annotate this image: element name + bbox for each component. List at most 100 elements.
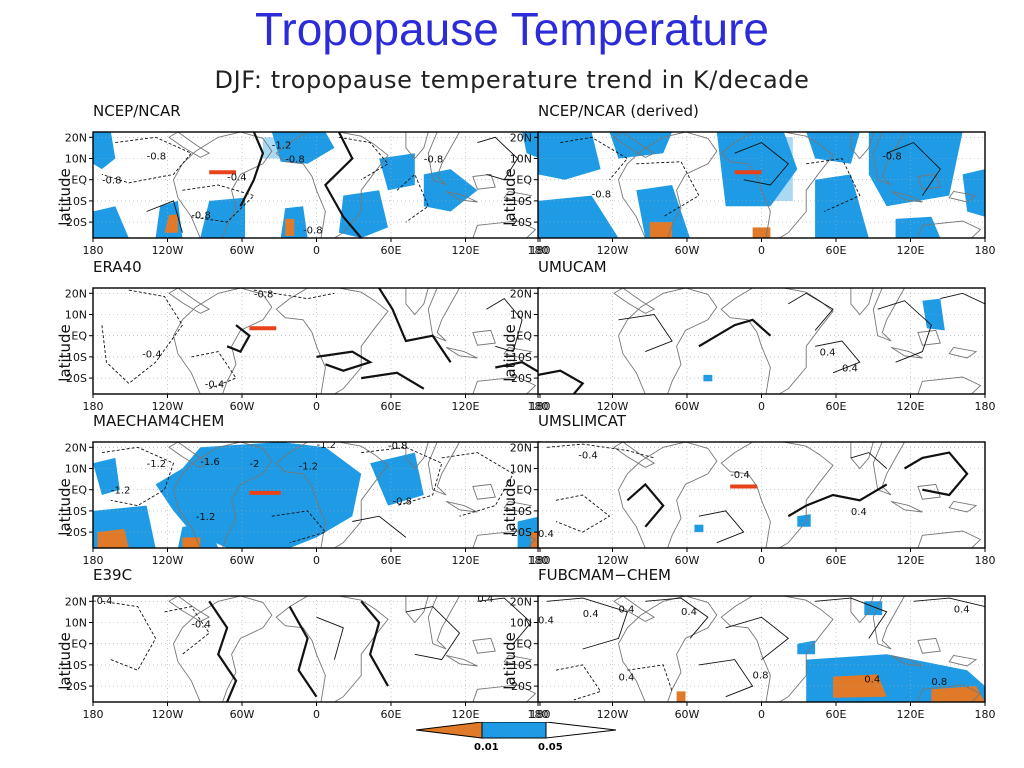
coastline: [872, 596, 906, 650]
contour-label: -0.4: [227, 173, 247, 184]
y-tick-label: 10S: [511, 505, 532, 518]
coastline: [618, 288, 718, 394]
significance-region: [806, 132, 860, 164]
contour-line: [361, 446, 443, 507]
y-tick-label: 20N: [510, 131, 532, 144]
slide-title: Tropopause Temperature: [255, 3, 769, 55]
x-tick-label: 180: [975, 708, 996, 721]
x-tick-label: 120W: [597, 244, 629, 257]
panel-title: UMSLIMCAT: [538, 412, 626, 430]
coastline: [472, 684, 537, 702]
contour-line: [913, 597, 985, 608]
contour-line: [288, 606, 318, 698]
contour-line: [239, 132, 265, 207]
coastline: [720, 596, 834, 702]
x-tick-label: 0: [758, 708, 765, 721]
x-tick-label: 180: [975, 400, 996, 413]
y-tick-label: EQ: [516, 638, 532, 651]
map-plot: -0.8 -0.8 -1.2 -0.8 -0.4 -0.8 -0.8 -0.8 180 120W 6…: [65, 131, 551, 257]
plot-area: -0.4 -0.4 0.4 0.4: [538, 442, 985, 548]
coastline: [405, 288, 429, 316]
contour-line: [734, 142, 789, 186]
contour-line: [618, 314, 673, 353]
x-tick-label: 180: [530, 244, 551, 257]
significance-region: [379, 153, 415, 191]
coastline: [890, 500, 923, 513]
coastline: [890, 346, 923, 359]
x-tick-label: 60W: [230, 244, 255, 257]
y-tick-label: 10S: [66, 659, 87, 672]
contour-label: 0.8: [931, 677, 947, 688]
y-tick-label: 20S: [511, 680, 532, 693]
coastline: [917, 376, 982, 394]
y-tick-label: 20S: [511, 372, 532, 385]
plot-area: -1.2 -1.6 -2 -1.2 -1.2 -0.8 -1.2 -0.8 -1.2: [93, 440, 540, 548]
coastline: [472, 530, 537, 548]
contour-label: 0.4: [681, 607, 697, 618]
coastline: [168, 288, 211, 314]
y-tick-label: 20S: [66, 526, 87, 539]
x-tick-label: 0: [758, 400, 765, 413]
significance-region: [676, 691, 686, 702]
contour-label: -0.8: [102, 176, 122, 187]
y-tick-label: 10S: [511, 351, 532, 364]
y-tick-label: EQ: [71, 174, 87, 187]
contour-label: 0.4: [618, 673, 634, 684]
y-tick-label: 10N: [65, 153, 87, 166]
coastline: [917, 483, 941, 500]
coastline: [503, 654, 533, 667]
contour-line: [815, 340, 861, 374]
x-tick-label: 180: [975, 554, 996, 567]
contour-line: [441, 452, 514, 517]
contour-label: -0.8: [285, 155, 305, 166]
y-tick-label: 10N: [65, 617, 87, 630]
contour-line: [361, 371, 425, 390]
contour-line: [405, 606, 461, 661]
contour-label: -1.2: [317, 440, 337, 451]
contour-label: -0.8: [392, 496, 412, 507]
coastline: [890, 654, 923, 667]
contour-line: [352, 515, 407, 538]
significance-region: [703, 374, 713, 382]
panel-5: MAECHAM4CHEM latitude -1.2 -1.6 -2 -1.2 -1.2 -0…: [45, 412, 551, 582]
contour-line: [806, 158, 861, 212]
contour-label: 0.4: [477, 594, 493, 605]
panel-title: NCEP/NCAR (derived): [538, 102, 699, 120]
x-tick-label: 60W: [675, 400, 700, 413]
contour-label: -0.8: [303, 226, 323, 237]
contour-label: -1.2: [272, 141, 292, 152]
y-tick-label: 20S: [511, 526, 532, 539]
x-tick-label: 120E: [897, 708, 925, 721]
coastline: [173, 596, 273, 702]
x-tick-label: 180: [528, 244, 549, 257]
contour-label: -1.2: [196, 512, 216, 523]
contour-label: -2: [249, 459, 259, 470]
contour-line: [877, 300, 932, 363]
significance-colorbar: 0.01 0.05: [416, 722, 616, 753]
y-tick-label: 20S: [66, 680, 87, 693]
coastline: [917, 684, 982, 702]
contour-line: [698, 659, 754, 698]
significance-region: [271, 132, 335, 164]
colorbar-sig05: [481, 722, 547, 739]
contour-label: 0.4: [851, 507, 867, 518]
contour-line: [477, 136, 519, 181]
coastline: [405, 132, 429, 160]
contour-label: 0.4: [842, 364, 858, 375]
x-tick-label: 0: [313, 554, 320, 567]
contour-line: [360, 600, 389, 687]
coastline: [427, 132, 461, 186]
x-tick-label: 60E: [826, 708, 847, 721]
x-tick-label: 60W: [675, 554, 700, 567]
coastline: [948, 190, 978, 203]
y-tick-label: 20N: [65, 287, 87, 300]
panel-8: FUBCMAM−CHEM latitude 0.4 0.4 0.4 0.4 0.4 0.4 0.…: [490, 566, 996, 736]
coastline: [472, 483, 496, 500]
map-plot: -0.4 -0.4 0.4 0.4 180 120W 60W 0 60E 120E 180 20N 10…: [510, 441, 996, 567]
coastline: [445, 500, 478, 513]
colorbar-label-001: 0.01: [474, 742, 499, 753]
x-tick-label: 120W: [152, 400, 184, 413]
contour-label: -0.8: [191, 211, 211, 222]
contour-line: [725, 616, 790, 660]
contour-line: [324, 132, 363, 238]
